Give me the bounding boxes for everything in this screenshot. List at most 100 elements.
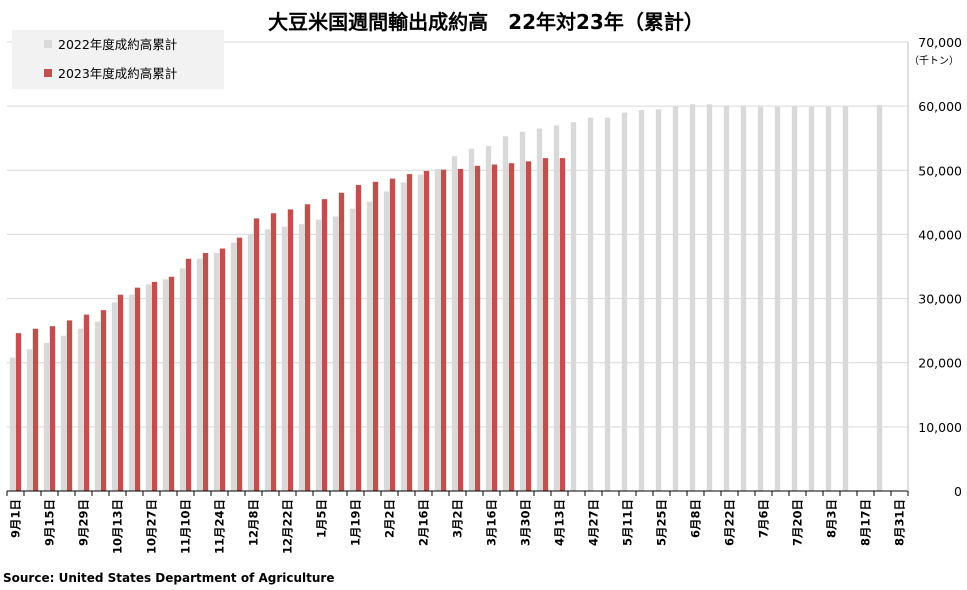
x-tick-label: 1月19日 xyxy=(349,499,363,546)
bar-2023 xyxy=(542,158,549,491)
bar-2022 xyxy=(315,219,322,491)
x-tick-label: 8月3日 xyxy=(825,499,839,538)
x-tick-label: 11月10日 xyxy=(179,499,193,554)
bar-2023 xyxy=(15,333,22,491)
legend-swatch-2023 xyxy=(44,69,52,77)
bar-2023 xyxy=(270,213,277,491)
bar-2022 xyxy=(94,321,101,491)
bar-2023 xyxy=(457,169,464,491)
y-axis: 0 10,000 20,000 30,000 40,000 50,000 60,000 70,… xyxy=(907,35,962,499)
bar-2023 xyxy=(321,199,328,491)
x-tick-label: 4月27日 xyxy=(587,499,601,546)
x-tick-label: 3月16日 xyxy=(485,499,499,546)
bar-2022 xyxy=(26,349,33,491)
y-tick-label: 20,000 xyxy=(918,356,962,371)
bar-2022 xyxy=(553,125,560,491)
y-tick-label: 50,000 xyxy=(918,163,962,178)
bar-2022 xyxy=(145,284,152,491)
bar-2022 xyxy=(9,357,16,491)
x-tick-label: 5月11日 xyxy=(621,499,635,546)
bar-2023 xyxy=(355,185,362,492)
bar-2022 xyxy=(60,335,67,491)
bar-2023 xyxy=(525,161,532,491)
bar-2022 xyxy=(604,117,611,491)
y-tick-label: 0 xyxy=(954,484,962,499)
bar-2023 xyxy=(253,218,260,491)
bar-2023 xyxy=(185,258,192,491)
bar-2022 xyxy=(332,216,339,491)
bar-2022 xyxy=(400,182,407,491)
bar-2022 xyxy=(111,302,118,491)
bar-2022 xyxy=(502,136,509,492)
bar-2023 xyxy=(83,314,90,491)
bar-2022 xyxy=(876,104,883,492)
x-tick-label: 5月25日 xyxy=(655,499,669,546)
x-tick-label: 1月5日 xyxy=(315,499,329,538)
bar-2022 xyxy=(383,191,390,491)
bar-2022 xyxy=(264,229,271,492)
bar-2022 xyxy=(230,242,237,491)
bar-2022 xyxy=(451,156,458,492)
y-tick-label: 10,000 xyxy=(918,420,962,435)
bar-2023 xyxy=(372,181,379,491)
bar-2022 xyxy=(213,253,220,491)
x-tick-label: 12月22日 xyxy=(281,499,295,554)
bar-2023 xyxy=(508,163,515,492)
bar-2023 xyxy=(66,320,73,491)
bar-2023 xyxy=(491,164,498,491)
bar-2022 xyxy=(77,328,84,491)
bar-2022 xyxy=(179,268,186,491)
bar-2022 xyxy=(366,201,373,491)
x-tick-label: 4月13日 xyxy=(553,499,567,546)
y-tick-label: 70,000 xyxy=(918,35,962,50)
bar-2022 xyxy=(162,279,169,491)
bar-2023 xyxy=(304,204,311,491)
legend-swatch-2022 xyxy=(44,40,52,48)
bar-2022 xyxy=(128,294,135,491)
x-tick-label: 9月1日 xyxy=(9,499,23,538)
bar-2022 xyxy=(621,112,628,491)
x-tick-label: 12月8日 xyxy=(247,499,261,546)
bar-2022 xyxy=(536,128,543,491)
legend-label-2023: 2023年度成約高累計 xyxy=(58,66,177,81)
bar-2022 xyxy=(825,106,832,491)
bar-2022 xyxy=(842,106,849,491)
bar-2023 xyxy=(117,294,124,491)
x-tick-label: 8月31日 xyxy=(893,499,907,546)
x-tick-label: 2月2日 xyxy=(383,499,397,538)
bars xyxy=(9,104,883,492)
x-axis: 9月1日 9月15日 9月29日 10月13日 10月27日 11月10日 11月24日 12… xyxy=(6,490,909,554)
bar-2022 xyxy=(485,145,492,491)
x-tick-label: 6月8日 xyxy=(689,499,703,538)
bar-2023 xyxy=(168,276,175,491)
gridlines xyxy=(7,41,908,428)
bar-2022 xyxy=(196,258,203,491)
bar-2023 xyxy=(32,328,39,491)
x-tick-label: 3月2日 xyxy=(451,499,465,538)
bar-2022 xyxy=(740,106,747,491)
x-tick-label: 10月27日 xyxy=(145,499,159,554)
bar-2022 xyxy=(638,109,645,492)
legend-box xyxy=(12,30,224,89)
bar-2022 xyxy=(587,117,594,491)
bar-2022 xyxy=(298,224,305,492)
bar-2022 xyxy=(672,106,679,491)
y-tick-label: 30,000 xyxy=(918,292,962,307)
x-tick-label: 7月20日 xyxy=(791,499,805,546)
bar-2023 xyxy=(474,165,481,492)
bar-2023 xyxy=(287,209,294,491)
source-note: Source: United States Department of Agri… xyxy=(3,571,335,585)
y-tick-label: 40,000 xyxy=(918,227,962,242)
bar-2023 xyxy=(338,192,345,492)
bar-2022 xyxy=(247,234,254,491)
legend-label-2022: 2022年度成約高累計 xyxy=(58,37,177,52)
bar-2022 xyxy=(417,174,424,491)
bar-2022 xyxy=(655,109,662,491)
bar-2023 xyxy=(423,170,430,491)
bar-2023 xyxy=(236,237,243,491)
x-tick-label: 10月13日 xyxy=(111,499,125,554)
bar-2023 xyxy=(100,310,107,491)
bar-2022 xyxy=(808,106,815,491)
x-tick-label: 2月16日 xyxy=(417,499,431,546)
